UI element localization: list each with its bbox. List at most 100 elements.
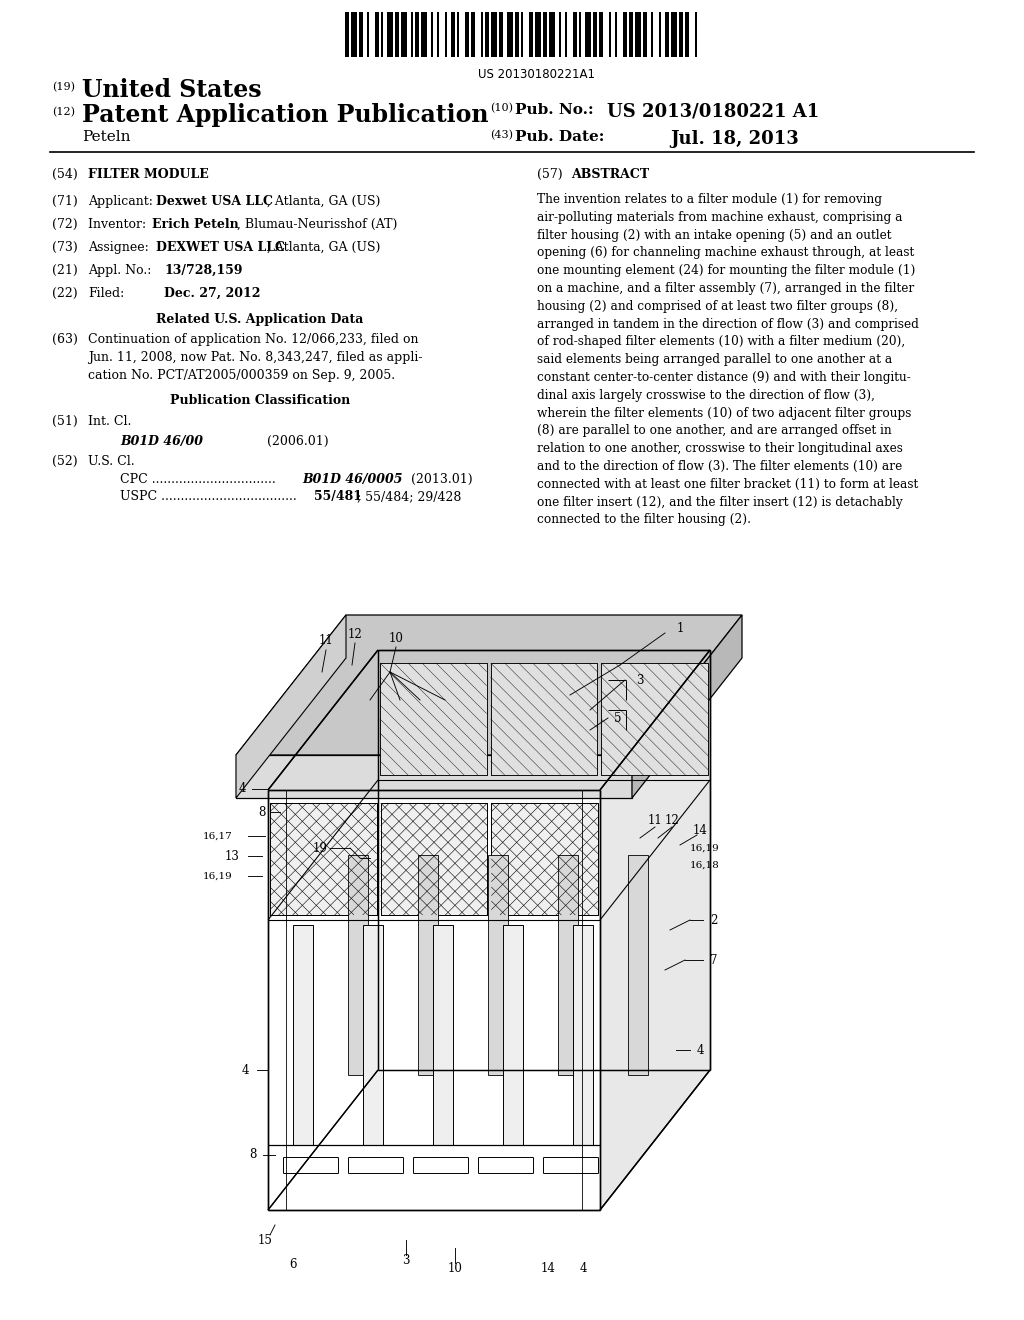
- Text: 8: 8: [258, 805, 265, 818]
- Text: 13/728,159: 13/728,159: [164, 264, 243, 277]
- Bar: [270, 803, 377, 915]
- Bar: [270, 803, 377, 915]
- Text: 14: 14: [541, 1262, 555, 1275]
- Text: (57): (57): [537, 168, 562, 181]
- Bar: [465, 12, 469, 57]
- Bar: [488, 855, 508, 1074]
- Text: 8: 8: [249, 1148, 257, 1162]
- Text: (2006.01): (2006.01): [227, 436, 329, 447]
- Text: Continuation of application No. 12/066,233, filed on
Jun. 11, 2008, now Pat. No.: Continuation of application No. 12/066,2…: [88, 333, 423, 381]
- Bar: [457, 12, 459, 57]
- Bar: [565, 12, 567, 57]
- Text: Related U.S. Application Data: Related U.S. Application Data: [157, 313, 364, 326]
- Bar: [623, 12, 627, 57]
- Text: (52): (52): [52, 455, 78, 469]
- Bar: [367, 12, 369, 57]
- Text: 12: 12: [347, 627, 362, 640]
- Bar: [381, 803, 487, 915]
- Bar: [543, 12, 547, 57]
- Bar: [362, 925, 383, 1144]
- Text: (2013.01): (2013.01): [407, 473, 473, 486]
- Text: (12): (12): [52, 107, 75, 117]
- Polygon shape: [600, 649, 710, 1210]
- Text: Inventor:: Inventor:: [88, 218, 155, 231]
- Polygon shape: [268, 649, 710, 789]
- Text: (54): (54): [52, 168, 78, 181]
- Text: 7: 7: [711, 953, 718, 966]
- Text: (73): (73): [52, 242, 78, 253]
- Text: ; 55/484; 29/428: ; 55/484; 29/428: [357, 490, 462, 503]
- Bar: [381, 803, 487, 915]
- Bar: [628, 855, 648, 1074]
- Bar: [471, 12, 475, 57]
- Text: 11: 11: [647, 813, 663, 826]
- Bar: [492, 803, 598, 915]
- Text: 16,19: 16,19: [203, 871, 232, 880]
- Text: U.S. Cl.: U.S. Cl.: [88, 455, 134, 469]
- Text: 2: 2: [711, 913, 718, 927]
- Text: 10: 10: [388, 631, 403, 644]
- Bar: [375, 12, 379, 57]
- Text: Erich Peteln: Erich Peteln: [152, 218, 239, 231]
- Bar: [549, 12, 555, 57]
- Text: 5: 5: [614, 711, 622, 725]
- Polygon shape: [236, 615, 346, 799]
- Text: , Atlanta, GA (US): , Atlanta, GA (US): [267, 242, 380, 253]
- Text: 1: 1: [676, 622, 684, 635]
- Bar: [411, 12, 413, 57]
- Bar: [507, 12, 513, 57]
- Text: DEXWET USA LLC: DEXWET USA LLC: [156, 242, 285, 253]
- Bar: [381, 12, 383, 57]
- Polygon shape: [632, 615, 742, 799]
- Text: 16,19: 16,19: [690, 843, 720, 853]
- Bar: [293, 925, 313, 1144]
- Bar: [345, 12, 349, 57]
- Text: , Blumau-Neurisshof (AT): , Blumau-Neurisshof (AT): [237, 218, 397, 231]
- Text: USPC ...................................: USPC ...................................: [120, 490, 297, 503]
- Text: 10: 10: [447, 1262, 463, 1275]
- Text: Pub. Date:: Pub. Date:: [515, 129, 604, 144]
- Text: (51): (51): [52, 414, 78, 428]
- Bar: [643, 12, 647, 57]
- Text: Peteln: Peteln: [82, 129, 130, 144]
- Bar: [573, 925, 593, 1144]
- Text: B01D 46/00: B01D 46/00: [120, 436, 203, 447]
- Bar: [685, 12, 689, 57]
- Bar: [535, 12, 541, 57]
- Bar: [521, 12, 523, 57]
- Polygon shape: [236, 755, 632, 799]
- Text: (22): (22): [52, 286, 78, 300]
- Bar: [629, 12, 633, 57]
- Text: 4: 4: [696, 1044, 703, 1056]
- Polygon shape: [236, 615, 742, 755]
- Text: United States: United States: [82, 78, 261, 102]
- Bar: [490, 12, 497, 57]
- Text: (72): (72): [52, 218, 78, 231]
- Bar: [421, 12, 427, 57]
- Bar: [695, 12, 697, 57]
- Text: (63): (63): [52, 333, 78, 346]
- Text: Jul. 18, 2013: Jul. 18, 2013: [670, 129, 799, 148]
- Bar: [585, 12, 591, 57]
- Text: (71): (71): [52, 195, 78, 209]
- Bar: [380, 663, 486, 775]
- Text: Appl. No.:: Appl. No.:: [88, 264, 160, 277]
- Bar: [395, 12, 399, 57]
- Text: 11: 11: [318, 635, 334, 648]
- Bar: [431, 12, 433, 57]
- Text: 14: 14: [692, 824, 708, 837]
- Text: 13: 13: [224, 850, 240, 862]
- Text: (10): (10): [490, 103, 513, 114]
- Text: 16,17: 16,17: [203, 832, 232, 841]
- Bar: [451, 12, 455, 57]
- Bar: [515, 12, 519, 57]
- Text: 4: 4: [242, 1064, 249, 1077]
- Text: Patent Application Publication: Patent Application Publication: [82, 103, 488, 127]
- Bar: [359, 12, 362, 57]
- Bar: [418, 855, 438, 1074]
- Text: Dexwet USA LLC: Dexwet USA LLC: [156, 195, 273, 209]
- Text: US 20130180221A1: US 20130180221A1: [478, 69, 596, 81]
- Bar: [635, 12, 641, 57]
- Bar: [559, 12, 561, 57]
- Text: 15: 15: [258, 1233, 272, 1246]
